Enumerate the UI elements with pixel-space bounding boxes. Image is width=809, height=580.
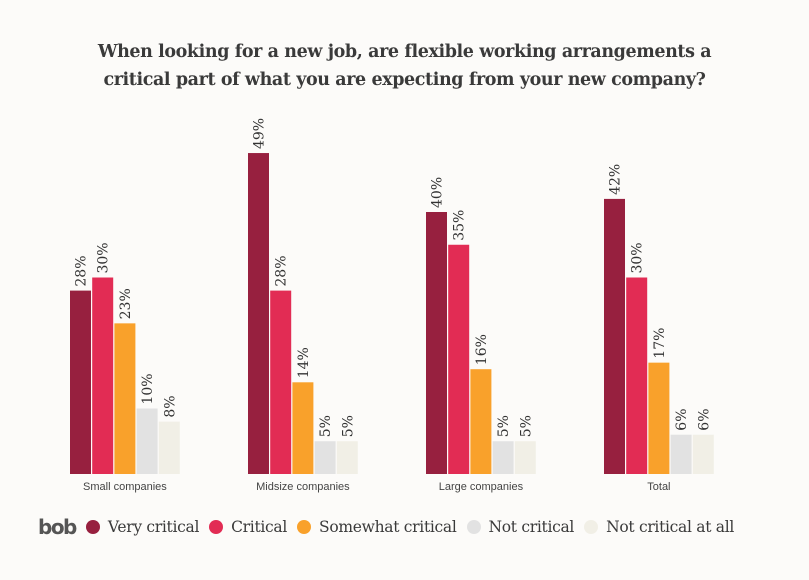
legend-item-not-critical: Not critical xyxy=(466,518,575,536)
value-label-large-companies-very-critical: 40% xyxy=(430,177,446,208)
x-tick-label-midsize-companies: Midsize companies xyxy=(256,481,350,493)
legend-label: Critical xyxy=(231,518,288,536)
bar-large-companies-very-critical xyxy=(426,212,447,474)
chart-title: When looking for a new job, are flexible… xyxy=(0,38,809,94)
value-label-small-companies-critical: 30% xyxy=(96,242,112,273)
bar-large-companies-critical xyxy=(448,244,470,474)
bar-small-companies-not-critical-at-all xyxy=(158,421,180,474)
value-label-total-not-critical-at-all: 6% xyxy=(696,408,712,430)
bar-midsize-companies-critical xyxy=(270,290,292,474)
value-label-large-companies-not-critical-at-all: 5% xyxy=(518,415,534,437)
value-label-midsize-companies-not-critical: 5% xyxy=(318,415,334,437)
legend-label: Very critical xyxy=(107,518,200,536)
x-tick-label-total: Total xyxy=(647,481,670,493)
x-tick-labels-layer: Small companies Midsize companies Large co… xyxy=(83,481,671,493)
legend-label: Not critical at all xyxy=(606,518,735,536)
bar-small-companies-somewhat-critical xyxy=(114,323,136,474)
value-label-small-companies-very-critical: 28% xyxy=(74,255,90,286)
value-label-large-companies-not-critical: 5% xyxy=(496,415,512,437)
bar-large-companies-not-critical xyxy=(492,441,514,474)
bars-layer xyxy=(70,153,714,475)
legend-label: Not critical xyxy=(488,518,575,536)
bar-midsize-companies-somewhat-critical xyxy=(292,382,314,474)
x-tick-label-small-companies: Small companies xyxy=(83,481,167,493)
bar-midsize-companies-not-critical-at-all xyxy=(336,441,358,474)
legend-swatch-icon xyxy=(85,520,100,534)
legend-item-critical: Critical xyxy=(209,518,287,536)
legend-item-very-critical: Very critical xyxy=(85,518,200,536)
legend-swatch-icon xyxy=(466,520,481,534)
value-label-total-critical: 30% xyxy=(630,242,646,273)
value-labels-layer: 28% 30% 23% 10% 8% 49% 28% 14% 5% 5% 40% 35% 16% 5% 5%… xyxy=(74,118,713,437)
bar-midsize-companies-very-critical xyxy=(248,153,269,475)
x-tick-label-large-companies: Large companies xyxy=(439,481,524,493)
bar-small-companies-very-critical xyxy=(70,290,91,474)
value-label-large-companies-somewhat-critical: 16% xyxy=(474,334,490,365)
legend-label: Somewhat critical xyxy=(319,518,457,536)
value-label-small-companies-not-critical-at-all: 8% xyxy=(162,395,178,417)
bar-total-very-critical xyxy=(604,198,625,474)
value-label-small-companies-not-critical: 10% xyxy=(140,373,156,404)
value-label-total-not-critical: 6% xyxy=(674,408,690,430)
legend: bob Very critical Critical Somewhat critic… xyxy=(38,514,744,540)
legend-items: Very critical Critical Somewhat critical No… xyxy=(85,518,744,536)
value-label-total-somewhat-critical: 17% xyxy=(652,328,668,359)
value-label-midsize-companies-critical: 28% xyxy=(274,255,290,286)
legend-swatch-icon xyxy=(209,520,224,534)
bar-total-not-critical-at-all xyxy=(692,434,714,474)
bar-total-not-critical xyxy=(670,434,692,474)
bar-total-critical xyxy=(626,277,648,474)
bar-small-companies-not-critical xyxy=(136,408,158,474)
value-label-midsize-companies-very-critical: 49% xyxy=(252,118,268,149)
bar-midsize-companies-not-critical xyxy=(314,441,336,474)
value-label-midsize-companies-not-critical-at-all: 5% xyxy=(340,415,356,437)
bar-large-companies-not-critical-at-all xyxy=(514,441,536,474)
bar-small-companies-critical xyxy=(92,277,114,474)
value-label-midsize-companies-somewhat-critical: 14% xyxy=(296,347,312,378)
chart-title-line-2: critical part of what you are expecting … xyxy=(103,70,706,90)
bar-total-somewhat-critical xyxy=(648,362,670,474)
bar-large-companies-somewhat-critical xyxy=(470,369,492,474)
logo-text: bob xyxy=(38,515,77,539)
value-label-small-companies-somewhat-critical: 23% xyxy=(118,288,134,319)
legend-swatch-icon xyxy=(297,520,312,534)
value-label-total-very-critical: 42% xyxy=(608,164,624,195)
value-label-large-companies-critical: 35% xyxy=(452,210,468,241)
legend-swatch-icon xyxy=(584,520,599,534)
legend-item-not-critical-at-all: Not critical at all xyxy=(584,518,734,536)
chart-title-line-1: When looking for a new job, are flexible… xyxy=(97,42,712,62)
legend-item-somewhat-critical: Somewhat critical xyxy=(297,518,457,536)
bob-logo: bob xyxy=(38,515,77,539)
